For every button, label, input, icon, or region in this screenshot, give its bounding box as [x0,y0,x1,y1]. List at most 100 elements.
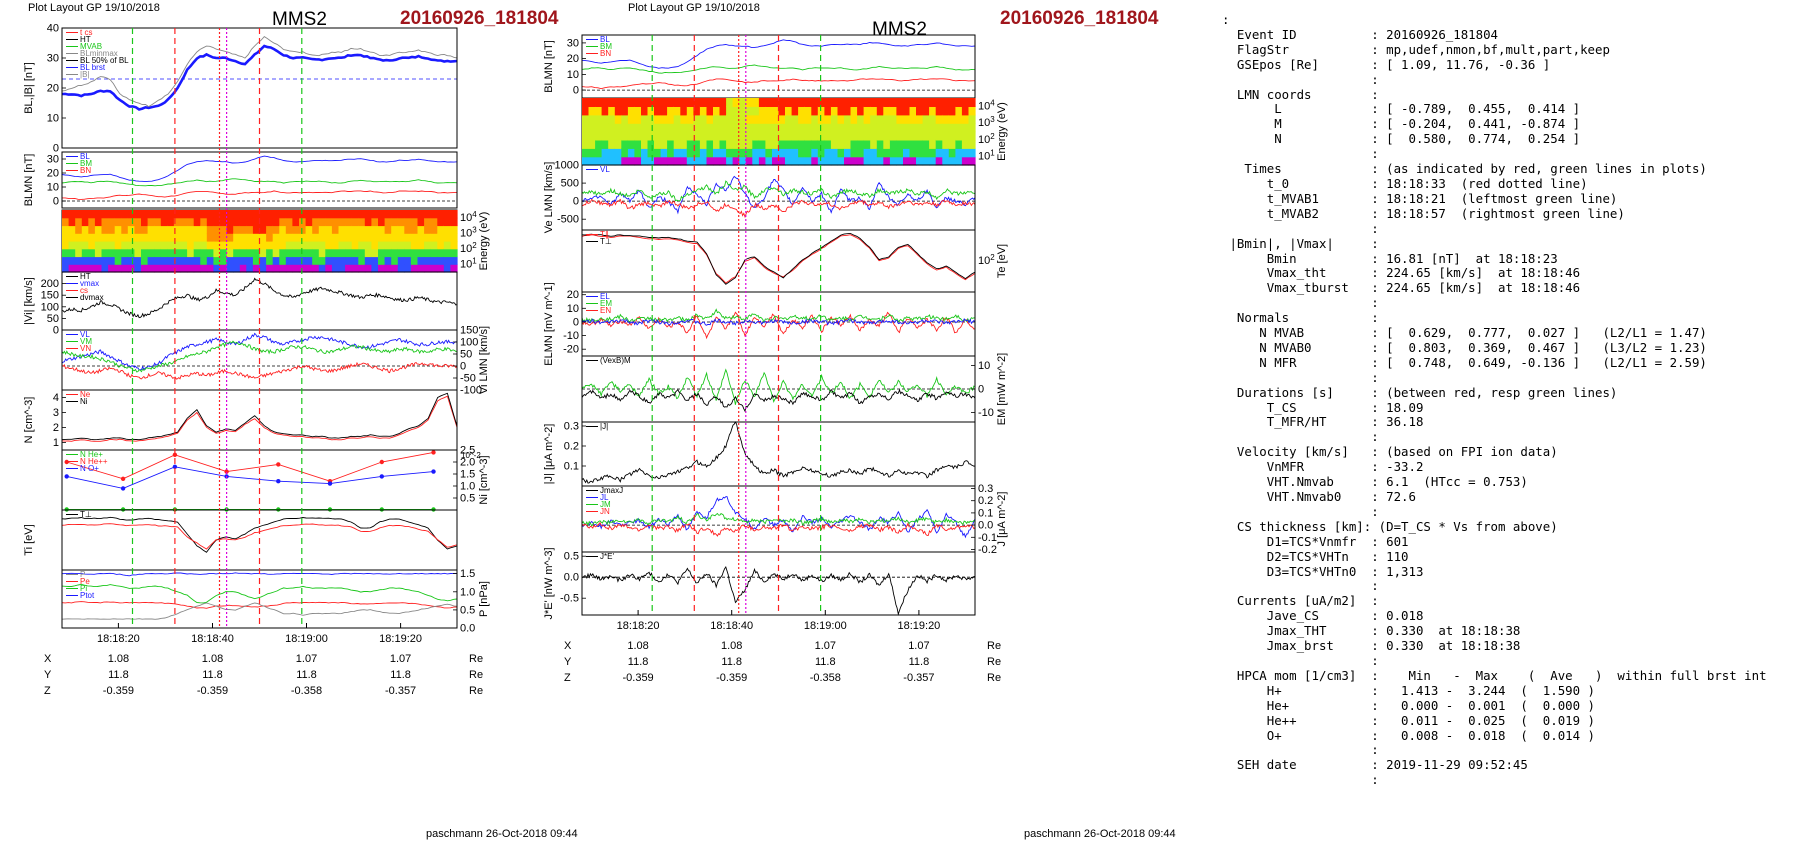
spectrogram-cell [127,233,135,242]
y-tick-label: -0.1 [978,532,997,544]
spectrogram-cell [173,233,182,242]
legend-entry: EM [600,299,612,308]
spectrogram-cell [889,139,897,149]
spectrogram-cell [948,156,956,166]
spectrogram-cell [187,233,195,242]
spectrogram-cell [667,123,675,133]
spectrogram-cell [706,139,714,149]
spectrogram-cell [279,248,287,258]
y-tick-label: 100 [460,337,478,349]
spectrogram-cell [345,233,353,242]
spectrogram-cell [121,233,129,242]
spectrogram-cell [121,210,129,219]
spectrogram-cell [94,256,103,265]
legend-entry: Ne [80,390,91,399]
y-tick-label: 0.3 [978,483,993,495]
spectrogram-cell [647,156,655,166]
spectrogram-cell [883,114,891,124]
spectrogram-cell [791,156,799,166]
spectrogram-cell [582,139,590,149]
spectrogram-cell [358,210,366,219]
spectrogram-cell [338,256,346,265]
spectrogram-cell [384,225,392,234]
y-tick-label: 0 [573,196,579,208]
spectrogram-cell [673,106,681,116]
spectrogram-cell [292,256,300,265]
spectrogram-cell [837,98,845,107]
spectrogram-cell [121,217,129,227]
spectrogram-cell [955,114,963,124]
y-tick-label: 30 [47,154,59,166]
legend-entry: Pi [80,584,87,593]
y-axis-label: BLMN [nT] [543,40,555,93]
spectrogram-cell [582,148,590,158]
spectrogram-cell [955,106,963,116]
spectrogram-cell [850,98,858,107]
spectrogram-cell [121,248,129,258]
series-line-vm [581,180,976,202]
legend-entry: (VexB)M [600,356,631,365]
y-tick-label: 102 [978,132,995,146]
series-line-vl [581,175,976,215]
spectrogram-cell [108,264,116,273]
spectrogram-cell [758,139,766,149]
y-tick-label: 0.1 [564,461,579,473]
legend-entry: EN [600,306,611,315]
spectrogram-cell [785,131,793,141]
spectrogram-cell [903,148,911,158]
spectrogram-cell [134,248,142,258]
spectrogram-cell [863,139,871,149]
x-tick-label: 18:19:00 [804,620,847,632]
spectrogram-cell [108,256,116,265]
spectrogram-cell [870,148,878,158]
y-tick-label: 0 [460,361,466,373]
spectrogram-cell [889,106,897,116]
spectrogram-cell [726,98,734,107]
spectrogram-cell [285,248,293,258]
info-line: Jave_CS : 0.018 [1222,608,1424,624]
y-tick-label: 101 [460,256,477,270]
spectrogram-cell [706,148,714,158]
spectrogram-cell [193,210,201,219]
spectrogram-cell [595,123,603,133]
spectrogram-cell [837,106,845,116]
spectrogram-cell [588,148,596,158]
position-value: -0.359 [622,672,653,684]
spectrogram-cell [699,98,707,107]
y-tick-label: 20 [567,289,579,301]
spectrogram-cell [903,106,911,116]
spectrogram-cell [206,248,214,258]
spectrogram-cell [830,106,838,116]
spectrogram-cell [430,256,438,265]
spectrogram-cell [791,114,799,124]
spectrogram-cell [863,114,871,124]
spectrogram-cell [279,225,287,234]
spectrogram-cell [285,225,293,234]
spectrogram-cell [94,248,103,258]
spectrogram-cell [94,225,103,234]
spectrogram-cell [804,114,812,124]
spectrogram-cell [266,256,274,265]
spectrogram-cell [778,123,786,133]
spectrogram-cell [292,225,300,234]
spectrogram-cell [430,248,438,258]
spectrogram-cell [134,241,142,250]
spectrogram-cell [673,123,681,133]
info-line: He+ : 0.000 - 0.001 ( 0.000 ) [1222,697,1595,713]
spectrogram-cell [817,98,825,107]
legend-entry: VM [80,337,92,346]
spectrogram-cell [430,225,438,234]
y-tick-label: 4 [53,392,59,404]
spectrogram-cell [430,233,438,242]
spectrogram-cell [279,264,287,273]
spectrogram-cell [364,217,372,227]
position-value: -0.359 [716,672,747,684]
spectrogram-cell [94,241,103,250]
spectrogram-cell [220,264,228,273]
y-axis-label: EM [mW m^-2] [996,353,1008,425]
spectrogram-cell [909,139,917,149]
spectrogram-cell [942,123,950,133]
spectrogram-cell [325,256,333,265]
spectrogram-cell [621,131,629,141]
